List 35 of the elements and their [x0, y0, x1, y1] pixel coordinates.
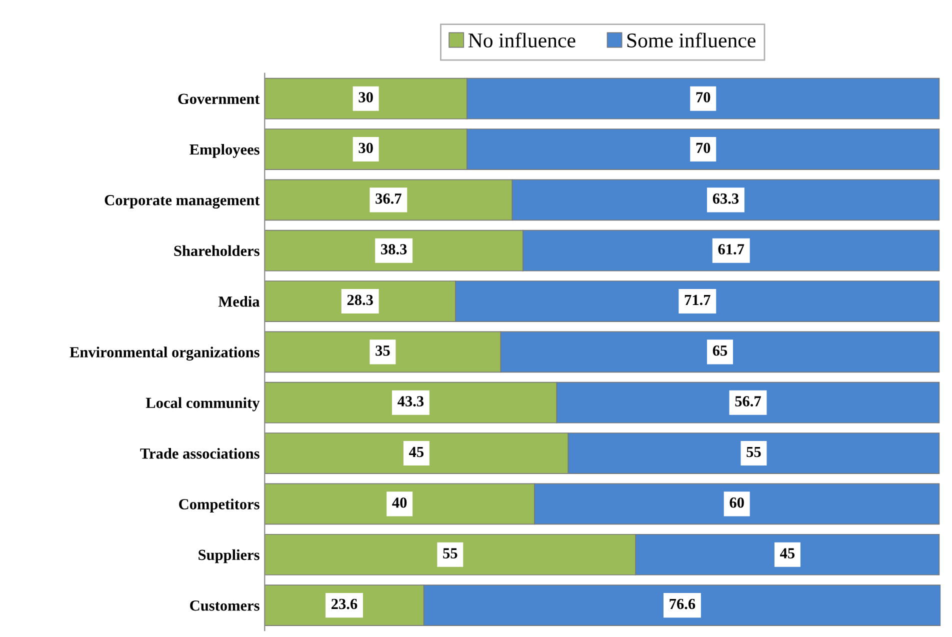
data-label: 35	[376, 346, 390, 356]
data-label: 61.7	[718, 244, 744, 254]
data-label: 56.7	[735, 396, 761, 407]
y-tick-label: Trade associations	[140, 448, 260, 459]
y-tick-label: Suppliers	[198, 549, 260, 564]
y-tick-label: Environmental organizations	[70, 346, 260, 361]
data-label: 40	[392, 497, 407, 508]
data-label: 30	[358, 142, 373, 154]
data-label: 36.7	[376, 193, 402, 204]
y-tick-label: Local community	[146, 397, 260, 412]
data-label: 63.3	[712, 193, 739, 204]
data-label: 55	[746, 446, 761, 458]
data-label: 38.3	[381, 244, 407, 254]
data-label: 23.6	[332, 598, 358, 610]
data-label: 30	[358, 92, 373, 102]
data-label: 55	[443, 548, 458, 558]
y-tick-label: Government	[178, 94, 260, 104]
data-label: 70	[696, 142, 710, 154]
data-label: 76.6	[670, 598, 696, 610]
data-label: 65	[712, 346, 728, 356]
y-tick-label: Customers	[190, 600, 260, 611]
legend-label: Some influence	[627, 32, 756, 48]
data-label: 45	[409, 446, 424, 458]
data-label: 70	[696, 92, 710, 102]
y-tick-label: Employees	[190, 144, 260, 158]
data-label: 71.7	[684, 294, 710, 306]
data-label: 28.3	[347, 294, 373, 306]
legend-label: No influence	[468, 32, 576, 48]
y-tick-label: Shareholders	[174, 245, 260, 256]
data-label: 43.3	[398, 396, 424, 407]
data-label: 45	[780, 548, 795, 558]
y-tick-label: Corporate management	[104, 195, 260, 209]
y-tick-label: Media	[218, 296, 260, 307]
y-tick-label: Competitors	[179, 498, 260, 513]
data-label: 60	[730, 497, 744, 508]
